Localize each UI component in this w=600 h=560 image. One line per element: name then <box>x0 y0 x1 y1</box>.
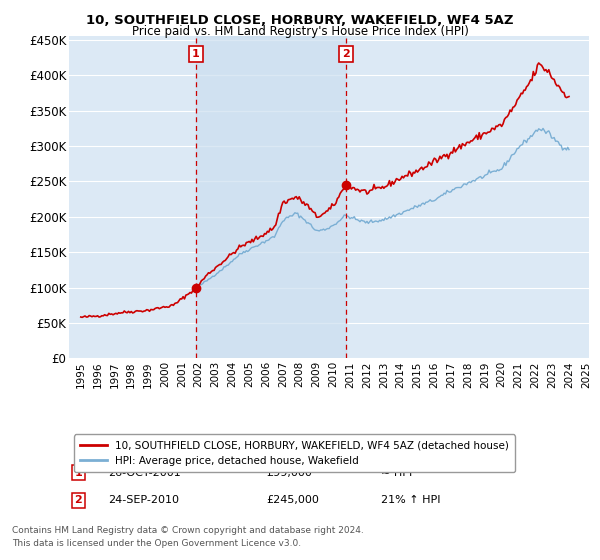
10, SOUTHFIELD CLOSE, HORBURY, WAKEFIELD, WF4 5AZ (detached house) <box>79 314 86 321</box>
Text: Contains HM Land Registry data © Crown copyright and database right 2024.
This d: Contains HM Land Registry data © Crown c… <box>12 526 364 548</box>
Line: HPI: Average price, detached house, Wakefield: HPI: Average price, detached house, Wake… <box>196 128 569 288</box>
HPI: Average price, detached house, Wakefield: (2.01e+03, 1.81e+05): Average price, detached house, Wakefield… <box>319 227 326 234</box>
10, SOUTHFIELD CLOSE, HORBURY, WAKEFIELD, WF4 5AZ (detached house) <box>565 93 572 100</box>
Text: 1: 1 <box>74 468 82 478</box>
10, SOUTHFIELD CLOSE, HORBURY, WAKEFIELD, WF4 5AZ (detached house) <box>339 186 346 193</box>
Text: Price paid vs. HM Land Registry's House Price Index (HPI): Price paid vs. HM Land Registry's House … <box>131 25 469 38</box>
10, SOUTHFIELD CLOSE, HORBURY, WAKEFIELD, WF4 5AZ (detached house) <box>562 94 569 100</box>
Text: ≈ HPI: ≈ HPI <box>381 468 412 478</box>
Legend: 10, SOUTHFIELD CLOSE, HORBURY, WAKEFIELD, WF4 5AZ (detached house), HPI: Average: 10, SOUTHFIELD CLOSE, HORBURY, WAKEFIELD… <box>74 435 515 472</box>
Text: 26-OCT-2001: 26-OCT-2001 <box>108 468 181 478</box>
Text: £99,000: £99,000 <box>266 468 313 478</box>
HPI: Average price, detached house, Wakefield: (2e+03, 1.31e+05): Average price, detached house, Wakefield… <box>223 262 230 269</box>
Bar <box>196 36 346 358</box>
HPI: Average price, detached house, Wakefield: (2.01e+03, 1.95e+05): Average price, detached house, Wakefield… <box>281 217 288 224</box>
10, SOUTHFIELD CLOSE, HORBURY, WAKEFIELD, WF4 5AZ (detached house) <box>77 314 85 320</box>
10, SOUTHFIELD CLOSE, HORBURY, WAKEFIELD, WF4 5AZ (detached house) <box>548 74 555 81</box>
Text: £245,000: £245,000 <box>266 495 320 505</box>
Text: 10, SOUTHFIELD CLOSE, HORBURY, WAKEFIELD, WF4 5AZ: 10, SOUTHFIELD CLOSE, HORBURY, WAKEFIELD… <box>86 14 514 27</box>
HPI: Average price, detached house, Wakefield: (2.02e+03, 2.18e+05): Average price, detached house, Wakefield… <box>421 201 428 208</box>
10, SOUTHFIELD CLOSE, HORBURY, WAKEFIELD, WF4 5AZ (detached house) <box>368 186 375 193</box>
HPI: Average price, detached house, Wakefield: (2.02e+03, 3.25e+05): Average price, detached house, Wakefield… <box>539 125 547 132</box>
Text: 2: 2 <box>74 495 82 505</box>
HPI: Average price, detached house, Wakefield: (2e+03, 9.94e+04): Average price, detached house, Wakefield… <box>192 284 199 291</box>
Text: 2: 2 <box>342 49 349 59</box>
HPI: Average price, detached house, Wakefield: (2.01e+03, 2.03e+05): Average price, detached house, Wakefield… <box>390 212 397 218</box>
HPI: Average price, detached house, Wakefield: (2.02e+03, 2.95e+05): Average price, detached house, Wakefield… <box>565 146 572 153</box>
Text: 21% ↑ HPI: 21% ↑ HPI <box>381 495 440 505</box>
Line: 10, SOUTHFIELD CLOSE, HORBURY, WAKEFIELD, WF4 5AZ (detached house): 10, SOUTHFIELD CLOSE, HORBURY, WAKEFIELD… <box>81 63 569 318</box>
10, SOUTHFIELD CLOSE, HORBURY, WAKEFIELD, WF4 5AZ (detached house) <box>304 202 311 208</box>
HPI: Average price, detached house, Wakefield: (2.02e+03, 2.65e+05): Average price, detached house, Wakefield… <box>495 167 502 174</box>
10, SOUTHFIELD CLOSE, HORBURY, WAKEFIELD, WF4 5AZ (detached house) <box>209 267 216 274</box>
Text: 24-SEP-2010: 24-SEP-2010 <box>108 495 179 505</box>
Text: 1: 1 <box>192 49 199 59</box>
10, SOUTHFIELD CLOSE, HORBURY, WAKEFIELD, WF4 5AZ (detached house) <box>535 59 542 66</box>
